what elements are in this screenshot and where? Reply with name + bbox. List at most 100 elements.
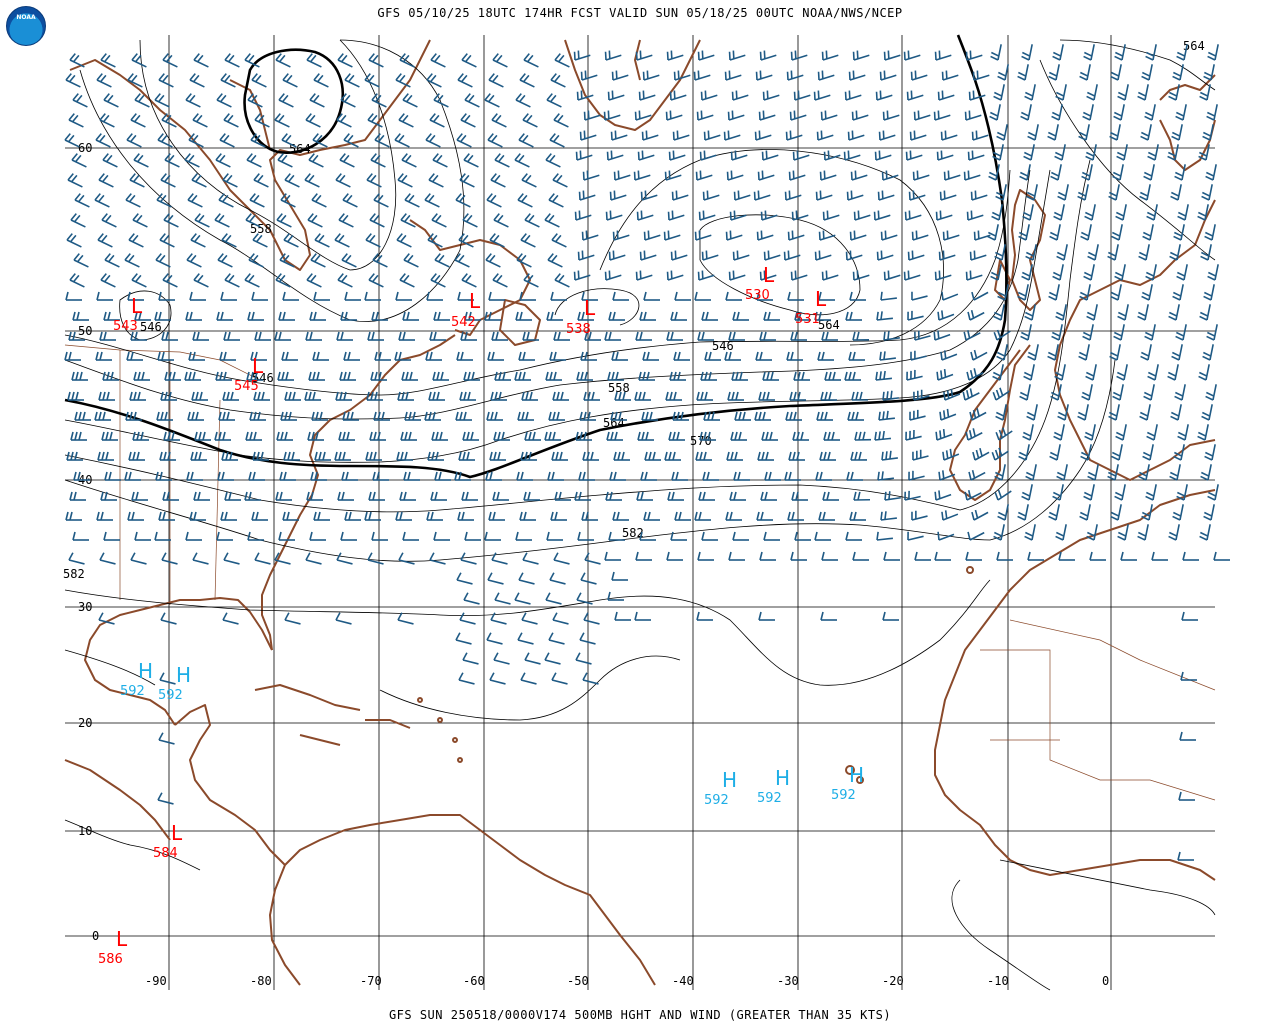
wind-barb-feather (157, 792, 163, 801)
wind-barb-feather (708, 371, 712, 381)
wind-barb (698, 54, 715, 61)
wind-barb (640, 254, 657, 261)
wind-barb-feather (461, 273, 468, 281)
wind-barb (428, 179, 444, 188)
wind-barb-feather (1053, 435, 1062, 441)
wind-barb-feather (554, 273, 561, 281)
wind-barb-feather (163, 451, 167, 461)
wind-barb (337, 59, 353, 68)
wind-barb-feather (196, 54, 204, 63)
wind-barb (1178, 344, 1183, 361)
wind-barb-feather (554, 53, 561, 61)
wind-barb-feather (794, 531, 798, 541)
wind-barb-feather (992, 211, 1001, 217)
wind-barb-feather (292, 391, 296, 401)
wind-barb-feather (968, 471, 972, 481)
wind-barb-feather (434, 214, 442, 223)
wind-barb-feather (576, 371, 580, 381)
wind-barb-feather (460, 552, 466, 561)
wind-barb-feather (341, 253, 348, 261)
wind-barb-feather (874, 431, 877, 441)
wind-barb-feather (427, 194, 435, 203)
wind-barb-feather (1054, 431, 1063, 437)
wind-barb-feather (468, 311, 472, 321)
wind-barb-feather (225, 174, 233, 183)
wind-barb (514, 599, 531, 605)
wind-barb-feather (1118, 531, 1127, 537)
wind-barb-feather (1048, 351, 1057, 357)
wind-barb-feather (1170, 251, 1179, 257)
wind-barb-feather (1022, 435, 1031, 441)
wind-barb (786, 134, 803, 141)
wind-barb (671, 254, 688, 261)
wind-barb-feather (402, 54, 410, 63)
wind-barb-feather (490, 173, 497, 181)
wind-barb-feather (436, 371, 440, 381)
wind-barb (1148, 284, 1153, 301)
wind-barb-feather (525, 391, 529, 401)
wind-barb-feather (68, 113, 75, 121)
wind-barb (522, 559, 539, 565)
wind-barb-feather (1086, 371, 1095, 377)
wind-barb-feather (696, 391, 700, 401)
wind-barb (726, 234, 743, 241)
wind-barb-feather (426, 511, 430, 521)
wind-barb-feather (252, 194, 260, 203)
wind-barb-feather (1175, 171, 1184, 177)
wind-barb-feather (1112, 231, 1121, 237)
wind-barb-feather (134, 331, 138, 341)
wind-barb (247, 99, 263, 108)
wind-barb (1085, 344, 1090, 361)
wind-barb (459, 179, 475, 188)
wind-barb-feather (845, 531, 849, 541)
wind-barb-feather (1025, 91, 1034, 97)
wind-barb-feather (762, 391, 766, 401)
wind-barb-feather (584, 371, 588, 381)
wind-barb-feather (604, 331, 608, 341)
wind-barb-feather (284, 391, 288, 401)
wind-barb-feather (254, 74, 262, 83)
high-letter: H (138, 659, 153, 683)
wind-barb-feather (609, 471, 613, 481)
wind-barb-feather (1080, 235, 1089, 241)
wind-barb-feather (403, 491, 407, 501)
wind-barb (1150, 164, 1155, 181)
wind-barb-feather (219, 133, 226, 141)
wind-barb (426, 79, 442, 88)
wind-barb-feather (1174, 395, 1183, 401)
wind-barb-feather (457, 254, 465, 263)
wind-barb (284, 179, 300, 188)
wind-barb (1124, 524, 1129, 541)
wind-barb (613, 234, 630, 241)
wind-barb-feather (548, 411, 552, 421)
wind-barb-feather (402, 93, 409, 101)
wind-barb-feather (248, 214, 256, 223)
wind-barb-feather (1079, 351, 1088, 357)
wind-barb (400, 219, 416, 228)
wind-barb (909, 194, 926, 201)
wind-barb-feather (519, 254, 527, 263)
wind-barb-feather (344, 311, 348, 321)
wind-barb (462, 219, 478, 228)
wind-barb-feather (188, 133, 195, 141)
wind-barb-feather (250, 133, 257, 141)
low-letter: L (763, 263, 775, 287)
wind-barb-feather (192, 371, 196, 381)
wind-barb (879, 357, 896, 361)
wind-barb-feather (77, 194, 85, 203)
wind-barb (878, 194, 895, 201)
wind-barb-feather (1086, 535, 1095, 541)
wind-barb-feather (426, 73, 433, 81)
wind-barb-feather (1169, 255, 1178, 261)
wind-barb-feather (1017, 515, 1026, 521)
wind-barb-feather (941, 511, 944, 521)
wind-barb-feather (524, 174, 532, 183)
wind-barb-feather (642, 371, 646, 381)
wind-barb (156, 199, 172, 208)
wind-barb (1184, 204, 1189, 221)
wind-barb-feather (102, 153, 109, 161)
wind-barb-feather (1050, 175, 1059, 181)
wind-barb-feather (126, 351, 130, 361)
wind-barb-feather (282, 291, 286, 301)
high-letter: H (722, 768, 737, 792)
